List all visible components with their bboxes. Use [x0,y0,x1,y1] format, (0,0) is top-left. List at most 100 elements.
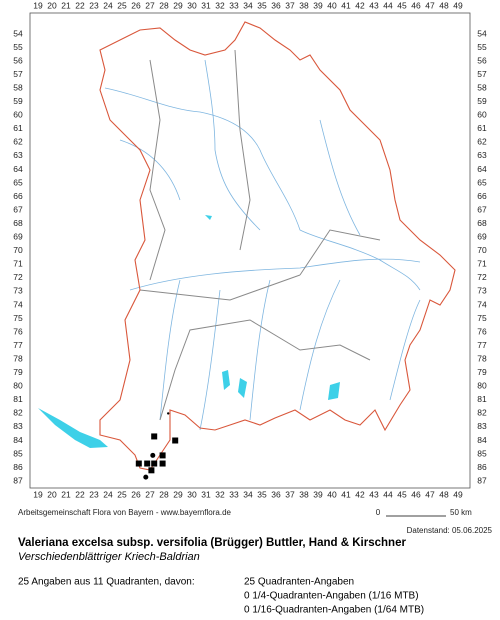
column-label: 23 [89,0,99,10]
row-label: 64 [13,164,23,174]
lakes [38,215,340,448]
count: 0 1/16-Quadranten-Angaben (1/64 MTB) [244,605,424,616]
state-border [99,21,456,471]
row-label: 68 [477,218,487,228]
row-label: 69 [13,232,23,242]
row-label: 59 [13,96,23,106]
row-label: 71 [477,259,487,269]
row-label: 70 [13,245,23,255]
column-label: 31 [201,0,211,10]
record-square [148,467,155,474]
map-frame [29,12,471,489]
row-label: 76 [13,326,23,336]
row-label: 81 [477,394,487,404]
column-label: 26 [131,489,141,499]
row-label: 80 [477,381,487,391]
row-label: 82 [477,408,487,418]
column-label: 48 [439,489,449,499]
row-label: 60 [477,110,487,120]
column-label: 38 [299,489,309,499]
column-label: 33 [229,489,239,499]
row-label: 78 [477,353,487,363]
column-label: 19 [33,0,43,10]
column-label: 19 [33,489,43,499]
column-label: 38 [299,0,309,10]
column-label: 24 [103,0,113,10]
column-label: 24 [103,489,113,499]
row-label: 58 [13,82,23,92]
column-label: 21 [61,0,71,10]
row-label: 85 [13,448,23,458]
row-label: 77 [477,340,487,350]
column-label: 40 [327,0,337,10]
row-label: 79 [13,367,23,377]
row-label: 55 [477,42,487,52]
column-label: 28 [159,0,169,10]
column-label: 27 [145,0,155,10]
row-label: 77 [13,340,23,350]
column-label: 49 [453,489,463,499]
column-label: 34 [243,489,253,499]
column-label: 21 [61,489,71,499]
column-label: 41 [341,0,351,10]
row-label: 68 [13,218,23,228]
row-label: 58 [477,82,487,92]
column-label: 29 [173,489,183,499]
column-label: 22 [75,0,85,10]
column-label: 28 [159,489,169,499]
record-circle [150,452,156,458]
row-label: 81 [13,394,23,404]
row-label: 84 [477,435,487,445]
row-label: 72 [13,272,23,282]
column-label: 42 [355,0,365,10]
row-label: 87 [477,475,487,485]
row-label: 61 [477,123,487,133]
column-label: 42 [355,489,365,499]
row-label: 76 [477,326,487,336]
column-label: 48 [439,0,449,10]
record-square [144,460,151,467]
column-label: 36 [271,489,281,499]
row-label: 60 [13,110,23,120]
column-label: 33 [229,0,239,10]
column-label: 47 [425,489,435,499]
record-square [151,433,158,440]
column-label: 40 [327,489,337,499]
column-label: 49 [453,0,463,10]
row-label: 54 [13,28,23,38]
column-label: 26 [131,0,141,10]
row-label: 66 [477,191,487,201]
column-label: 20 [47,489,57,499]
row-label: 61 [13,123,23,133]
column-label: 30 [187,0,197,10]
column-label: 45 [397,489,407,499]
column-label: 37 [285,0,295,10]
row-label: 80 [13,381,23,391]
row-label: 70 [477,245,487,255]
row-label: 86 [477,462,487,472]
row-label: 65 [477,177,487,187]
row-label: 64 [477,164,487,174]
column-label: 43 [369,0,379,10]
record-square [151,460,158,467]
row-label: 73 [477,286,487,296]
row-label: 56 [13,55,23,65]
column-label: 43 [369,489,379,499]
row-label: 87 [13,475,23,485]
row-label: 62 [477,137,487,147]
column-label: 41 [341,489,351,499]
column-label: 32 [215,489,225,499]
row-label: 74 [13,299,23,309]
row-label: 78 [13,353,23,363]
row-label: 67 [477,204,487,214]
column-label: 35 [257,489,267,499]
column-label: 46 [411,489,421,499]
column-label: 25 [117,489,127,499]
column-label: 34 [243,0,253,10]
column-label: 25 [117,0,127,10]
row-label: 72 [477,272,487,282]
record-square [172,437,179,444]
district-borders [139,49,381,421]
row-label: 73 [13,286,23,296]
